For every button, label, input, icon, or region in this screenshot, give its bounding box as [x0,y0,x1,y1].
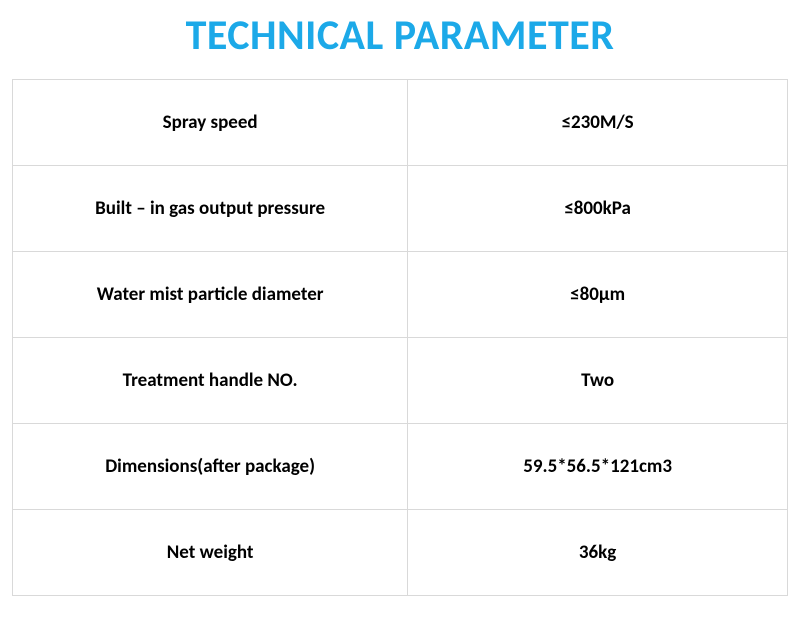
param-value: ≤800kPa [408,166,788,252]
table-row: Treatment handle NO. Two [13,338,788,424]
page-container: TECHNICAL PARAMETER Spray speed ≤230M/S … [0,0,800,627]
param-label: Built – in gas output pressure [13,166,408,252]
table-row: Spray speed ≤230M/S [13,80,788,166]
table-row: Dimensions(after package) 59.5*56.5*121c… [13,424,788,510]
parameter-table: Spray speed ≤230M/S Built – in gas outpu… [12,79,788,596]
param-label: Spray speed [13,80,408,166]
param-label: Dimensions(after package) [13,424,408,510]
param-value: ≤230M/S [408,80,788,166]
param-value: ≤80μm [408,252,788,338]
param-value: Two [408,338,788,424]
table-row: Built – in gas output pressure ≤800kPa [13,166,788,252]
param-value: 59.5*56.5*121cm3 [408,424,788,510]
param-label: Net weight [13,510,408,596]
page-title: TECHNICAL PARAMETER [12,10,788,61]
param-label: Water mist particle diameter [13,252,408,338]
table-row: Net weight 36kg [13,510,788,596]
param-label: Treatment handle NO. [13,338,408,424]
param-value: 36kg [408,510,788,596]
table-row: Water mist particle diameter ≤80μm [13,252,788,338]
